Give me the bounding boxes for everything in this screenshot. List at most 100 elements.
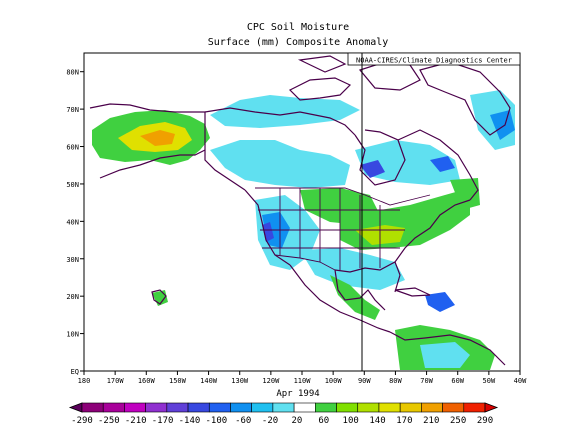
border-us-mexico: [274, 254, 336, 271]
colorbar-swatch: [166, 402, 189, 413]
lon-tick-label: 150W: [169, 377, 187, 385]
coast-mexico-pacific: [289, 264, 391, 333]
fill-canada-west-cyan: [210, 140, 350, 188]
lon-tick-label: 80W: [389, 377, 402, 385]
colorbar-label: 250: [450, 416, 466, 426]
coast-us-west: [244, 189, 291, 266]
colorbar-label: -250: [98, 416, 120, 426]
border-state-grid: [258, 188, 405, 270]
coast-alaska-south: [99, 149, 206, 179]
fill-greenland-blue: [490, 110, 515, 140]
lon-tick-label: 170W: [107, 377, 125, 385]
coast-hudson-bay: [354, 129, 406, 186]
colorbar-swatch: [336, 402, 359, 413]
coast-yucatan: [334, 269, 386, 311]
colorbar-label: -60: [235, 416, 251, 426]
colorbar-label: -210: [125, 416, 147, 426]
colorbar-label: -140: [179, 416, 201, 426]
figure-subtitle: Surface (mm) Composite Anomaly: [208, 37, 389, 48]
lon-tick-label: 90W: [358, 377, 371, 385]
lat-tick-label: 70N: [66, 106, 79, 114]
coast-arctic: [204, 107, 356, 136]
lon-tick-label: 50W: [483, 377, 496, 385]
fill-alaska-orange: [140, 130, 175, 146]
fill-caribbean-blue: [425, 292, 455, 312]
lon-tick-label: 70W: [420, 377, 433, 385]
lon-tick-label: 130W: [231, 377, 249, 385]
coast-south-america: [389, 331, 506, 366]
lon-tick-label: 40W: [514, 377, 527, 385]
lon-tick-label: 160W: [138, 377, 156, 385]
lon-tick-label: 140W: [200, 377, 218, 385]
figure-title: CPC Soil Moisture: [247, 22, 349, 33]
lat-tick-label: 20N: [66, 293, 79, 301]
colorbar-swatch: [230, 402, 252, 413]
period-label: Apr 1994: [276, 389, 319, 399]
fill-quebec-blue: [430, 156, 455, 172]
colorbar-label: -100: [205, 416, 227, 426]
colorbar-swatch: [378, 402, 401, 413]
colorbar-swatch: [421, 402, 443, 413]
colorbar-swatch: [208, 402, 231, 413]
colorbar-swatch: [102, 402, 125, 413]
colorbar-label: 100: [343, 416, 359, 426]
fill-arctic-cyan: [210, 95, 360, 128]
coast-cuba: [394, 287, 431, 297]
colorbar-swatch: [145, 402, 168, 413]
lat-tick-label: 40N: [66, 218, 79, 226]
colorbar-low-tip: [68, 402, 83, 413]
colorbar-swatch: [463, 402, 486, 413]
colorbar-label: -290: [71, 416, 93, 426]
colorbar-label: -20: [262, 416, 278, 426]
colorbar-label: 170: [396, 416, 412, 426]
lat-tick-label: 80N: [66, 69, 79, 77]
lat-tick-label: EQ: [71, 368, 79, 376]
colorbar-swatch: [124, 402, 146, 413]
colorbar-swatch: [315, 402, 337, 413]
lat-tick-label: 60N: [66, 144, 79, 152]
longitude-axis: 180 170W 160W 150W 140W 130W 120W 110W 100W 90W 80…: [78, 371, 527, 385]
coast-alaska: [89, 103, 246, 191]
colorbar-label: 210: [423, 416, 439, 426]
credit-box: NOAA-CIRES/Climate Diagnostics Center: [347, 52, 521, 66]
colorbar-swatch: [187, 402, 210, 413]
credit-text: NOAA-CIRES/Climate Diagnostics Center: [356, 57, 512, 65]
lat-tick-label: 10N: [66, 331, 79, 339]
colorbar-label: 20: [292, 416, 303, 426]
fill-us-south-cyan: [300, 248, 405, 290]
lon-tick-label: 60W: [451, 377, 464, 385]
coast-labrador: [397, 129, 479, 201]
colorbar-swatch: [251, 402, 274, 413]
lon-tick-label: 180: [78, 377, 91, 385]
lon-tick-label: 100W: [325, 377, 343, 385]
fill-south-america-cyan: [420, 342, 470, 368]
colorbar-high-tip: [484, 402, 499, 413]
colorbar-labels: -290 -250 -210 -170 -140 -100 -60 -20 20 60 100 140…: [71, 416, 493, 426]
coastlines: [89, 55, 511, 366]
colorbar-label: 290: [477, 416, 493, 426]
colorbar-swatch: [442, 402, 465, 413]
lon-tick-label: 110W: [294, 377, 312, 385]
political-borders: [204, 112, 431, 271]
colorbar-swatch: [272, 402, 295, 413]
colorbar-swatch: [399, 402, 422, 413]
lon-tick-label: 120W: [262, 377, 280, 385]
map-panel: NOAA-CIRES/Climate Diagnostics Center: [83, 52, 521, 372]
coast-us-east: [394, 199, 471, 263]
lat-tick-label: 30N: [66, 256, 79, 264]
fill-hudson-blue: [360, 160, 385, 178]
colorbar-swatch: [293, 402, 316, 413]
coast-hawaii: [151, 289, 167, 305]
colorbar: [68, 402, 499, 413]
lat-tick-label: 50N: [66, 181, 79, 189]
coast-gulf: [334, 261, 401, 293]
latitude-axis: EQ 10N 20N 30N 40N 50N 60N 70N 80N: [66, 69, 84, 376]
fill-hudson-cyan: [355, 140, 460, 185]
coast-greenland: [419, 61, 511, 136]
colorbar-swatch: [81, 402, 104, 413]
fill-newfoundland-green: [450, 178, 480, 210]
fill-mexico-green: [330, 275, 380, 320]
colorbar-label: -170: [152, 416, 174, 426]
